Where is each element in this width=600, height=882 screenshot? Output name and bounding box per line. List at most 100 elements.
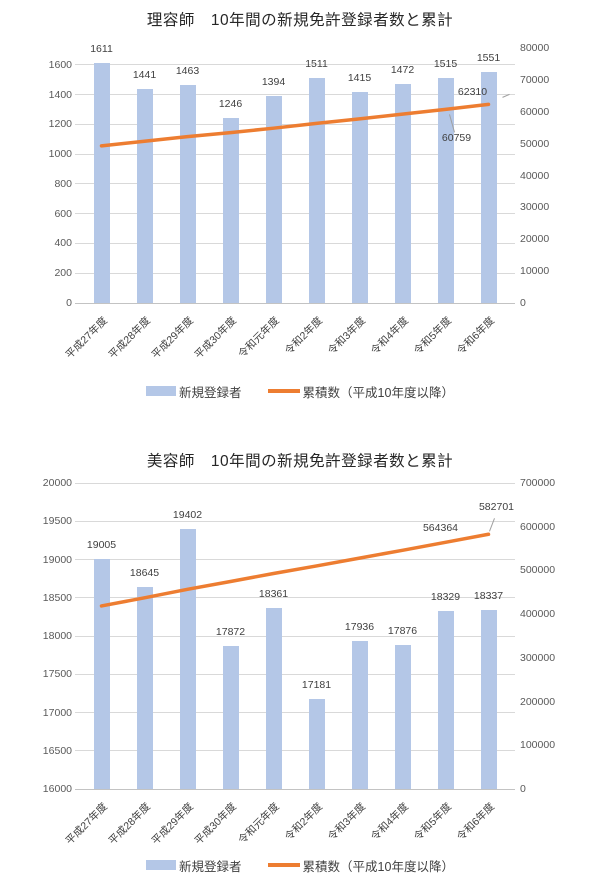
bar-value-label: 1394 bbox=[261, 75, 286, 88]
bar-series-swatch-icon bbox=[146, 386, 177, 396]
bar-value-label: 19005 bbox=[86, 539, 117, 552]
bar bbox=[308, 698, 325, 789]
bar-value-label: 18645 bbox=[129, 566, 160, 579]
x-category-label: 平成28年度 bbox=[106, 800, 153, 848]
left-axis-tick: 600 bbox=[54, 207, 72, 220]
right-axis-tick: 80000 bbox=[520, 42, 550, 54]
left-axis-tick: 16500 bbox=[42, 744, 72, 757]
data-label-leader-line bbox=[449, 114, 455, 133]
x-category-label: 平成27年度 bbox=[63, 800, 110, 848]
x-category-label: 平成27年度 bbox=[63, 314, 110, 362]
gridline bbox=[75, 94, 515, 96]
bar-value-label: 19402 bbox=[172, 508, 203, 521]
right-axis-tick: 600000 bbox=[520, 520, 556, 533]
bar bbox=[351, 640, 368, 789]
x-category-label: 令和3年度 bbox=[325, 314, 368, 358]
line-series-swatch-icon bbox=[267, 863, 300, 867]
left-axis-tick: 400 bbox=[54, 237, 72, 250]
right-axis-tick: 200000 bbox=[520, 695, 556, 708]
x-category-label: 平成29年度 bbox=[149, 314, 196, 362]
left-axis-tick: 800 bbox=[54, 177, 72, 190]
legend-item-line: 累積数（平成10年度以降） bbox=[267, 382, 454, 401]
bar-value-label: 1515 bbox=[433, 57, 458, 70]
bar-value-label: 17876 bbox=[387, 625, 418, 638]
bar bbox=[93, 63, 110, 303]
line-value-label: 582701 bbox=[478, 501, 515, 514]
left-axis-tick: 18000 bbox=[42, 630, 72, 642]
gridline bbox=[75, 64, 515, 66]
left-axis-tick: 17500 bbox=[42, 668, 72, 681]
legend-item-bar: 新規登録者 bbox=[146, 382, 242, 401]
chart-title-barber: 理容師 10年間の新規免許登録者数と累計 bbox=[146, 12, 454, 29]
bar-value-label: 1246 bbox=[218, 97, 243, 110]
bar bbox=[179, 528, 196, 789]
right-axis-tick: 100000 bbox=[520, 739, 556, 752]
gridline bbox=[75, 788, 515, 790]
gridline bbox=[75, 213, 515, 215]
right-axis-tick: 60000 bbox=[520, 105, 550, 118]
right-axis-tick: 400000 bbox=[520, 608, 556, 621]
bar-value-label: 1441 bbox=[132, 68, 157, 81]
legend-label-bar: 新規登録者 bbox=[179, 385, 242, 400]
right-axis-tick: 30000 bbox=[520, 201, 550, 214]
bar bbox=[265, 608, 282, 789]
bar bbox=[265, 95, 282, 303]
gridline bbox=[75, 242, 515, 244]
x-category-label: 令和4年度 bbox=[368, 800, 411, 844]
left-axis-tick: 17000 bbox=[42, 706, 72, 719]
bar-value-label: 18337 bbox=[473, 590, 504, 603]
left-axis-tick: 16000 bbox=[42, 783, 72, 795]
x-category-label: 令和2年度 bbox=[282, 314, 325, 358]
left-axis-tick: 1200 bbox=[48, 118, 72, 131]
legend-beautician: 新規登録者 累積数（平成10年度以降） bbox=[0, 856, 600, 875]
data-label-leader-line bbox=[502, 93, 510, 98]
line-series-swatch-icon bbox=[267, 389, 300, 393]
x-category-label: 令和5年度 bbox=[411, 314, 454, 358]
left-axis-tick: 1000 bbox=[48, 148, 72, 161]
bar-value-label: 1511 bbox=[305, 58, 328, 71]
right-axis-tick: 70000 bbox=[520, 73, 550, 86]
legend-item-bar: 新規登録者 bbox=[146, 856, 242, 875]
bar bbox=[222, 117, 239, 303]
gridline bbox=[75, 635, 515, 637]
x-category-label: 令和元年度 bbox=[236, 314, 282, 361]
legend-label-line: 累積数（平成10年度以降） bbox=[302, 859, 454, 874]
legend-label-bar: 新規登録者 bbox=[179, 859, 242, 874]
bar-series-swatch-icon bbox=[146, 860, 177, 870]
x-category-label: 令和2年度 bbox=[282, 800, 325, 844]
gridline bbox=[75, 302, 515, 304]
left-axis-tick: 19000 bbox=[42, 553, 72, 566]
plot-area-barber: 1611 1441 1463 1246 1394 1511 1415 1472 1515 1551… bbox=[75, 43, 515, 304]
bar-value-label: 1611 bbox=[90, 43, 113, 56]
bar-value-label: 1415 bbox=[347, 72, 372, 85]
gridline bbox=[75, 712, 515, 713]
x-category-label: 令和5年度 bbox=[411, 800, 454, 844]
bar bbox=[480, 610, 497, 789]
right-axis-tick: 10000 bbox=[520, 265, 550, 278]
bar bbox=[394, 84, 411, 303]
x-category-label: 令和元年度 bbox=[236, 800, 282, 847]
line-value-label: 62310 bbox=[457, 86, 488, 99]
x-category-label: 令和4年度 bbox=[368, 314, 411, 358]
bar bbox=[308, 78, 325, 303]
cumulative-line bbox=[99, 532, 491, 608]
bar bbox=[437, 77, 454, 303]
line-value-label: 564364 bbox=[422, 522, 459, 535]
right-axis-tick: 40000 bbox=[520, 169, 550, 182]
left-axis-tick: 19500 bbox=[42, 515, 72, 528]
plot-area-beautician: 19005 18645 19402 17872 18361 17181 17936 17876… bbox=[75, 482, 515, 790]
gridline bbox=[75, 482, 515, 484]
gridline bbox=[75, 750, 515, 752]
bar bbox=[394, 645, 411, 789]
left-axis-tick: 0 bbox=[66, 297, 72, 309]
bar bbox=[480, 72, 497, 303]
x-category-label: 平成30年度 bbox=[192, 314, 239, 362]
bar bbox=[351, 92, 368, 303]
right-axis-tick: 0 bbox=[520, 297, 526, 309]
gridline bbox=[75, 559, 515, 560]
x-category-label: 平成28年度 bbox=[106, 314, 153, 362]
right-axis-tick: 50000 bbox=[520, 137, 550, 150]
x-category-label: 令和3年度 bbox=[325, 800, 368, 844]
left-axis-tick: 1600 bbox=[48, 58, 72, 71]
legend-barber: 新規登録者 累積数（平成10年度以降） bbox=[0, 382, 600, 401]
